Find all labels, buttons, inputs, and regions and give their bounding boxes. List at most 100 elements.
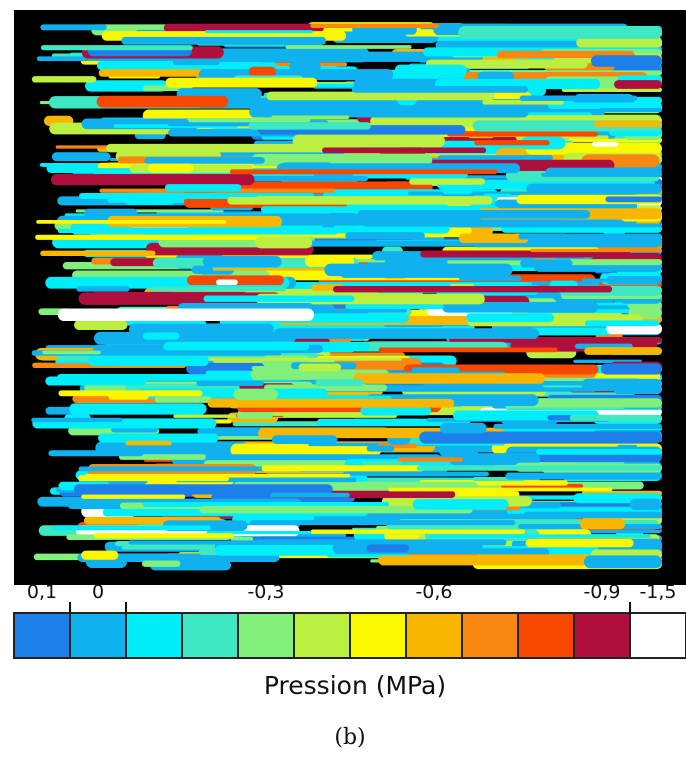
map-streak <box>254 236 313 249</box>
caption: (b) <box>334 725 365 750</box>
map-streak <box>590 55 662 67</box>
map-streak <box>261 465 425 472</box>
map-streak <box>230 536 254 542</box>
map-streak <box>285 45 412 49</box>
map-streak <box>88 355 209 367</box>
map-streak <box>378 554 625 566</box>
map-streak <box>52 525 211 531</box>
map-streak <box>191 265 214 274</box>
map-streak <box>474 140 550 146</box>
map-streak <box>584 320 660 327</box>
map-streak <box>215 279 238 286</box>
colorbar-cell <box>293 612 351 659</box>
map-streak <box>411 367 460 373</box>
colorbar-label: -0,9 <box>583 581 620 603</box>
map-streak <box>605 196 662 203</box>
map-streak <box>493 423 662 429</box>
colorbar-cell <box>517 612 575 659</box>
map-streak <box>388 487 613 492</box>
map-streak <box>482 99 564 105</box>
map-streak <box>229 169 498 175</box>
map-streak <box>40 24 107 31</box>
map-streak <box>442 302 599 313</box>
map-streak <box>125 440 172 446</box>
colorbar-title: Pression (MPa) <box>264 671 446 700</box>
map-streak <box>614 80 662 89</box>
colorbar-cell <box>629 612 686 659</box>
map-streak <box>165 77 318 88</box>
colorbar-cell <box>349 612 407 659</box>
map-streak <box>547 102 662 109</box>
map-streak <box>196 380 264 386</box>
map-streak <box>360 405 432 416</box>
map-streak <box>142 332 180 340</box>
map-streak <box>163 23 324 32</box>
map-streak <box>249 106 529 118</box>
map-streak <box>415 387 552 392</box>
map-streak <box>345 232 425 240</box>
map-streak <box>459 275 522 282</box>
map-streak <box>233 388 278 400</box>
map-streak <box>81 550 119 560</box>
map-streak <box>207 398 455 408</box>
colorbar-label: 0 <box>92 581 104 603</box>
map-streak <box>584 347 662 355</box>
map-streak <box>357 210 591 219</box>
map-streak <box>73 484 333 495</box>
map-streak <box>310 23 439 28</box>
map-streak <box>50 173 255 186</box>
map-streak <box>537 512 662 519</box>
map-streak <box>93 533 235 539</box>
map-streak <box>58 390 203 397</box>
map-streak <box>397 457 463 462</box>
map-streak <box>48 450 144 457</box>
map-streak <box>439 422 487 434</box>
colorbar-label: -0,6 <box>415 581 452 603</box>
colorbar-cell <box>405 612 463 659</box>
map-streak <box>383 92 457 97</box>
map-streak <box>227 196 493 205</box>
map-streak <box>164 184 242 192</box>
map-streak <box>148 163 194 173</box>
map-streak <box>353 418 420 423</box>
map-streak <box>394 64 467 76</box>
map-streak <box>525 539 634 548</box>
map-streak <box>42 350 101 355</box>
map-streak <box>93 193 258 198</box>
map-streak <box>93 291 247 296</box>
map-streak <box>298 363 342 372</box>
map-streak <box>378 347 558 353</box>
map-streak <box>35 234 283 240</box>
map-streak <box>447 131 599 137</box>
map-streak <box>31 417 123 423</box>
map-streak <box>78 475 230 482</box>
map-streak <box>142 502 389 507</box>
colorbar-labels: 0,1 0 -0,3 -0,6 -0,9 -1,5 <box>27 581 677 603</box>
map-streak <box>466 313 554 323</box>
map-streak <box>409 178 485 185</box>
pressure-map <box>31 22 662 571</box>
map-streak <box>250 520 516 526</box>
colorbar-cell <box>573 612 631 659</box>
map-streak <box>214 51 484 62</box>
map-streak <box>438 155 553 161</box>
map-streak <box>420 250 631 258</box>
map-streak <box>332 285 613 293</box>
map-streak <box>40 250 156 256</box>
map-streak <box>526 183 662 194</box>
map-streak <box>324 263 513 277</box>
map-streak <box>483 193 511 198</box>
map-streak <box>593 120 662 128</box>
map-streak <box>582 278 613 282</box>
map-streak <box>96 95 229 108</box>
map-streak <box>428 534 651 538</box>
map-streak <box>237 409 274 420</box>
map-streak <box>356 532 382 541</box>
map-streak <box>501 452 662 462</box>
map-streak <box>74 320 128 330</box>
map-streak <box>128 540 382 545</box>
map-streak <box>606 323 662 335</box>
map-streak <box>599 108 662 113</box>
map-streak <box>149 286 286 292</box>
